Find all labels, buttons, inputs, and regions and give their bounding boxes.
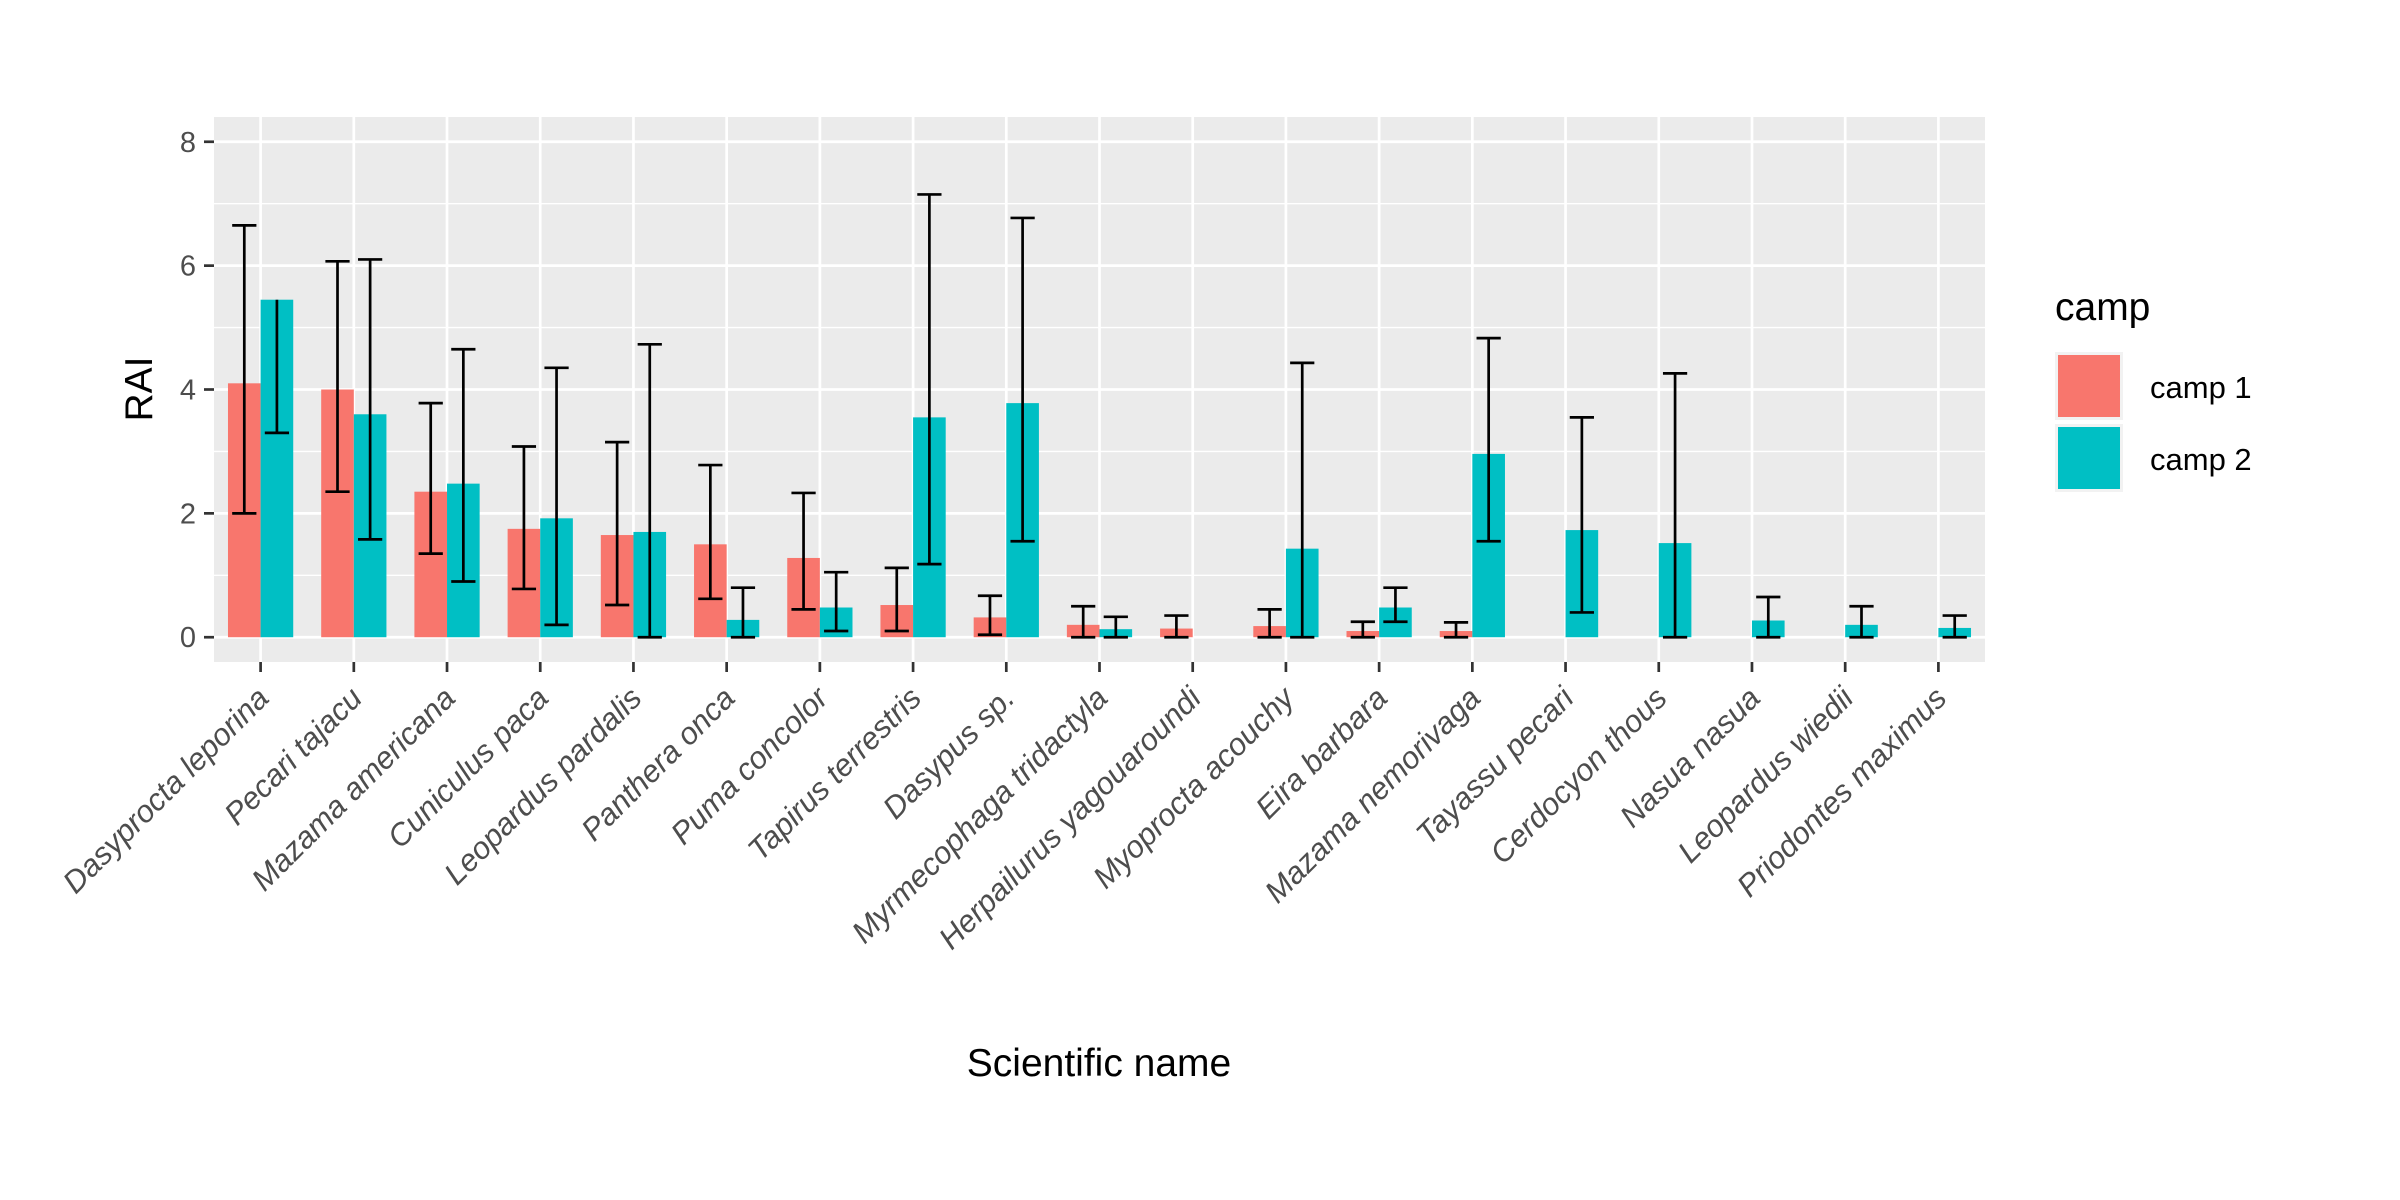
y-tick-label: 6 xyxy=(180,251,196,283)
error-bar-camp-2-mazama-nemorivaga xyxy=(1476,336,1501,543)
error-bar-camp-1-panthera-onca xyxy=(698,463,723,601)
error-bar-camp-2-tapirus-terrestris xyxy=(917,193,942,566)
error-bar-camp-2-priodontes-maximus xyxy=(1942,614,1967,639)
error-bar-camp-2-nasua-nasua xyxy=(1756,595,1781,639)
legend-label-camp-1: camp 1 xyxy=(2150,370,2252,405)
error-bar-camp-1-leopardus-pardalis xyxy=(605,440,630,607)
error-bar-camp-2-cerdocyon-thous xyxy=(1662,372,1688,639)
x-tick-label-tayassu-pecari: Tayassu pecari xyxy=(1409,679,1581,851)
error-bar-camp-2-leopardus-pardalis xyxy=(637,342,662,639)
error-bar-camp-1-cuniculus-paca xyxy=(511,445,537,591)
error-bar-camp-1-mazama-nemorivaga xyxy=(1443,621,1469,639)
x-tick-label-cuniculus-paca: Cuniculus paca xyxy=(381,680,556,855)
legend-title: camp xyxy=(2055,286,2150,329)
x-axis-title: Scientific name xyxy=(967,1042,1231,1085)
error-bar-camp-2-myoprocta-acouchy xyxy=(1290,361,1315,639)
error-bar-camp-1-mazama-americana xyxy=(418,401,443,555)
error-bar-camp-2-mazama-americana xyxy=(451,347,476,583)
error-bar-camp-1-eira-barbara xyxy=(1350,620,1375,639)
error-bars xyxy=(232,193,1967,639)
error-bar-camp-2-panthera-onca xyxy=(730,586,756,639)
legend: camp camp 1 camp 2 xyxy=(2055,286,2252,492)
error-bar-camp-1-myrmecophaga-tridactyla xyxy=(1071,604,1096,639)
y-tick-label: 0 xyxy=(180,622,196,654)
error-bar-camp-2-leopardus-wiedii xyxy=(1849,604,1874,639)
legend-swatch-camp-1 xyxy=(2058,355,2120,417)
x-tick-label-tapirus-terrestris: Tapirus terrestris xyxy=(741,680,928,867)
y-axis-title: RAI xyxy=(118,356,161,421)
x-tick-label-leopardus-wiedii: Leopardus wiedii xyxy=(1671,679,1861,869)
y-tick-label: 8 xyxy=(180,127,196,159)
error-bar-camp-1-tapirus-terrestris xyxy=(884,566,909,633)
error-bar-camp-2-dasypus-sp xyxy=(1010,216,1035,543)
error-bar-camp-1-dasyprocta-leporina xyxy=(232,224,257,515)
y-tick-label: 2 xyxy=(180,498,196,530)
legend-swatch-camp-2 xyxy=(2058,427,2120,489)
x-tick-label-puma-concolor: Puma concolor xyxy=(664,679,836,851)
error-bar-camp-1-pecari-tajacu xyxy=(325,259,350,494)
x-tick-label-cerdocyon-thous: Cerdocyon thous xyxy=(1483,680,1673,870)
error-bar-camp-2-myrmecophaga-tridactyla xyxy=(1103,615,1128,639)
error-bar-camp-2-pecari-tajacu xyxy=(358,258,383,541)
error-bar-camp-2-eira-barbara xyxy=(1383,586,1408,624)
error-bar-camp-1-myoprocta-acouchy xyxy=(1257,608,1282,639)
error-bar-camp-1-dasypus-sp xyxy=(977,594,1003,637)
error-bar-camp-1-herpailurus-yagouaroundi xyxy=(1164,614,1189,639)
error-bar-camp-2-cuniculus-paca xyxy=(544,366,569,627)
error-bar-camp-2-puma-concolor xyxy=(824,570,849,633)
legend-label-camp-2: camp 2 xyxy=(2150,442,2252,477)
error-bar-camp-2-dasyprocta-leporina xyxy=(264,299,290,435)
y-axis: 0 2 4 6 8 xyxy=(180,127,214,654)
error-bar-camp-2-tayassu-pecari xyxy=(1569,416,1594,614)
y-tick-label: 4 xyxy=(180,375,196,407)
error-bar-camp-1-puma-concolor xyxy=(791,491,816,611)
